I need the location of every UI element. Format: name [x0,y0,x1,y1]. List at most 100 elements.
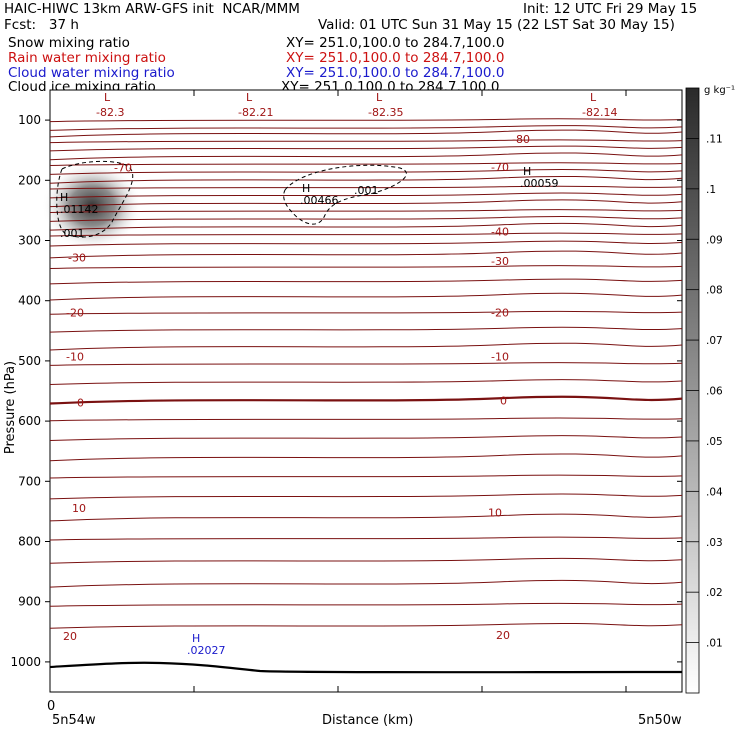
y-tick-label: 400 [18,294,41,308]
snow-contour-001 [56,160,134,238]
contour-label: -20 [491,307,509,320]
contour-label: -70 [114,162,132,175]
temperature-contour-line [49,310,683,315]
colorbar-tick-label: .06 [706,386,723,398]
y-tick-label: 800 [18,535,41,549]
high-symbol: H [60,191,68,204]
colorbar-tick-label: .03 [706,537,723,549]
temperature-contour-line [49,435,683,441]
temperature-contour-line [49,118,683,123]
colorbar-tick-label: .11 [706,133,723,145]
y-tick-label: 900 [18,595,41,609]
low-value: -82.21 [238,106,273,119]
contour-label: -20 [66,307,84,320]
temperature-contours [49,118,683,629]
temperature-contour-line [49,199,683,208]
surface-line [49,661,683,674]
ice-contour-001 [283,164,407,225]
temperature-contour-line [49,579,683,588]
colorbar-unit: g kg⁻¹ [704,85,735,96]
low-value: -82.3 [96,106,124,119]
colorbar-tick-label: .02 [706,587,723,599]
x-tick-zero: 0 [47,699,56,714]
colorbar-tick-label: .08 [706,285,723,297]
high-value: .00059 [520,177,559,190]
y-tick-label: 500 [18,354,41,368]
colorbar-tick-label: .05 [706,436,723,448]
temperature-contour-line [49,453,683,462]
contour-label: -40 [491,225,509,238]
contour-label: -10 [66,351,84,364]
temperature-contour-line [49,513,683,522]
header-title: HAIC-HIWC 13km ARW-GFS init NCAR/MMM [4,1,300,17]
colorbar-tick-label: .04 [706,486,723,498]
contour-label: -70 [491,161,509,174]
field-cloudwater-name: Cloud water mixing ratio [8,65,175,81]
x-right-endpoint: 5n50w [638,713,682,728]
contour-label: 10 [488,507,502,520]
temperature-contour-line [49,185,683,190]
contour-label: 20 [496,629,510,642]
temperature-contour-line [49,222,683,231]
temperature-contour-line [49,215,683,222]
field-rain-xy: XY= 251.0,100.0 to 284.7,100.0 [286,50,505,66]
temperature-contour-line [49,209,683,214]
temperature-contour-line [49,602,683,607]
contour-label: -80 [512,133,530,146]
y-tick-label: 600 [18,414,41,428]
colorbar-tick-label: .01 [706,638,723,650]
axis-ticks [45,90,682,692]
colorbar-ticks [686,138,699,643]
temperature-contour-line [49,162,683,167]
header-valid: Valid: 01 UTC Sun 31 May 15 (22 LST Sat … [318,17,675,33]
low-value: -82.14 [582,106,617,119]
temperature-contour-line [49,395,683,405]
temperature-contour-line [49,536,683,541]
x-axis-label: Distance (km) [322,713,414,728]
contour-label: 10 [72,502,86,515]
contour-label: 20 [63,630,77,643]
temperature-contour-line [49,326,683,333]
contour-label: 0 [77,396,84,409]
x-left-endpoint: 5n54w [52,713,96,728]
temperature-contour-line [49,379,683,385]
temperature-contour-line [49,145,683,152]
y-tick-label: 100 [18,113,41,127]
contour-label: -30 [68,251,86,264]
low-value: -82.35 [368,106,403,119]
temperature-contour-line [49,125,683,131]
temperature-contour-line [49,139,683,144]
contour-label: -30 [491,255,509,268]
field-rain-name: Rain water mixing ratio [8,50,166,66]
temperature-contour-line [49,265,683,269]
high-value: .00466 [300,194,339,207]
colorbar-tick-label: .09 [706,234,723,246]
y-tick-label: 200 [18,173,41,187]
temperature-contour-line [49,342,683,351]
temperature-contour-line [49,493,683,500]
field-snow-xy: XY= 251.0,100.0 to 284.7,100.0 [286,35,505,51]
temperature-contour-line [49,240,683,247]
temperature-contour-line [49,175,683,184]
field-snow-name: Snow mixing ratio [8,35,130,51]
colorbar-tick-label: .07 [706,335,723,347]
temperature-contour-line [49,232,683,237]
temperature-contour-line [49,417,683,422]
colorbar-tick-label: .1 [706,184,716,196]
high-symbol: H [523,165,531,178]
field-cloudwater-xy: XY= 251.0,100.0 to 284.7,100.0 [286,65,505,81]
temperature-contour-line [49,622,683,629]
contour-label: -10 [491,351,509,364]
low-symbol: L [376,91,383,104]
contour-label: .001 [60,227,85,240]
high-value: .02027 [187,644,226,657]
temperature-contour-line [49,152,683,161]
temperature-contour-line [49,250,683,259]
low-symbol: L [246,91,253,104]
y-tick-label: 1000 [10,655,41,669]
temperature-contour-line [49,278,683,285]
temperature-contour-line [49,362,683,366]
temperature-contour-line [49,169,683,175]
y-tick-label: 700 [18,474,41,488]
